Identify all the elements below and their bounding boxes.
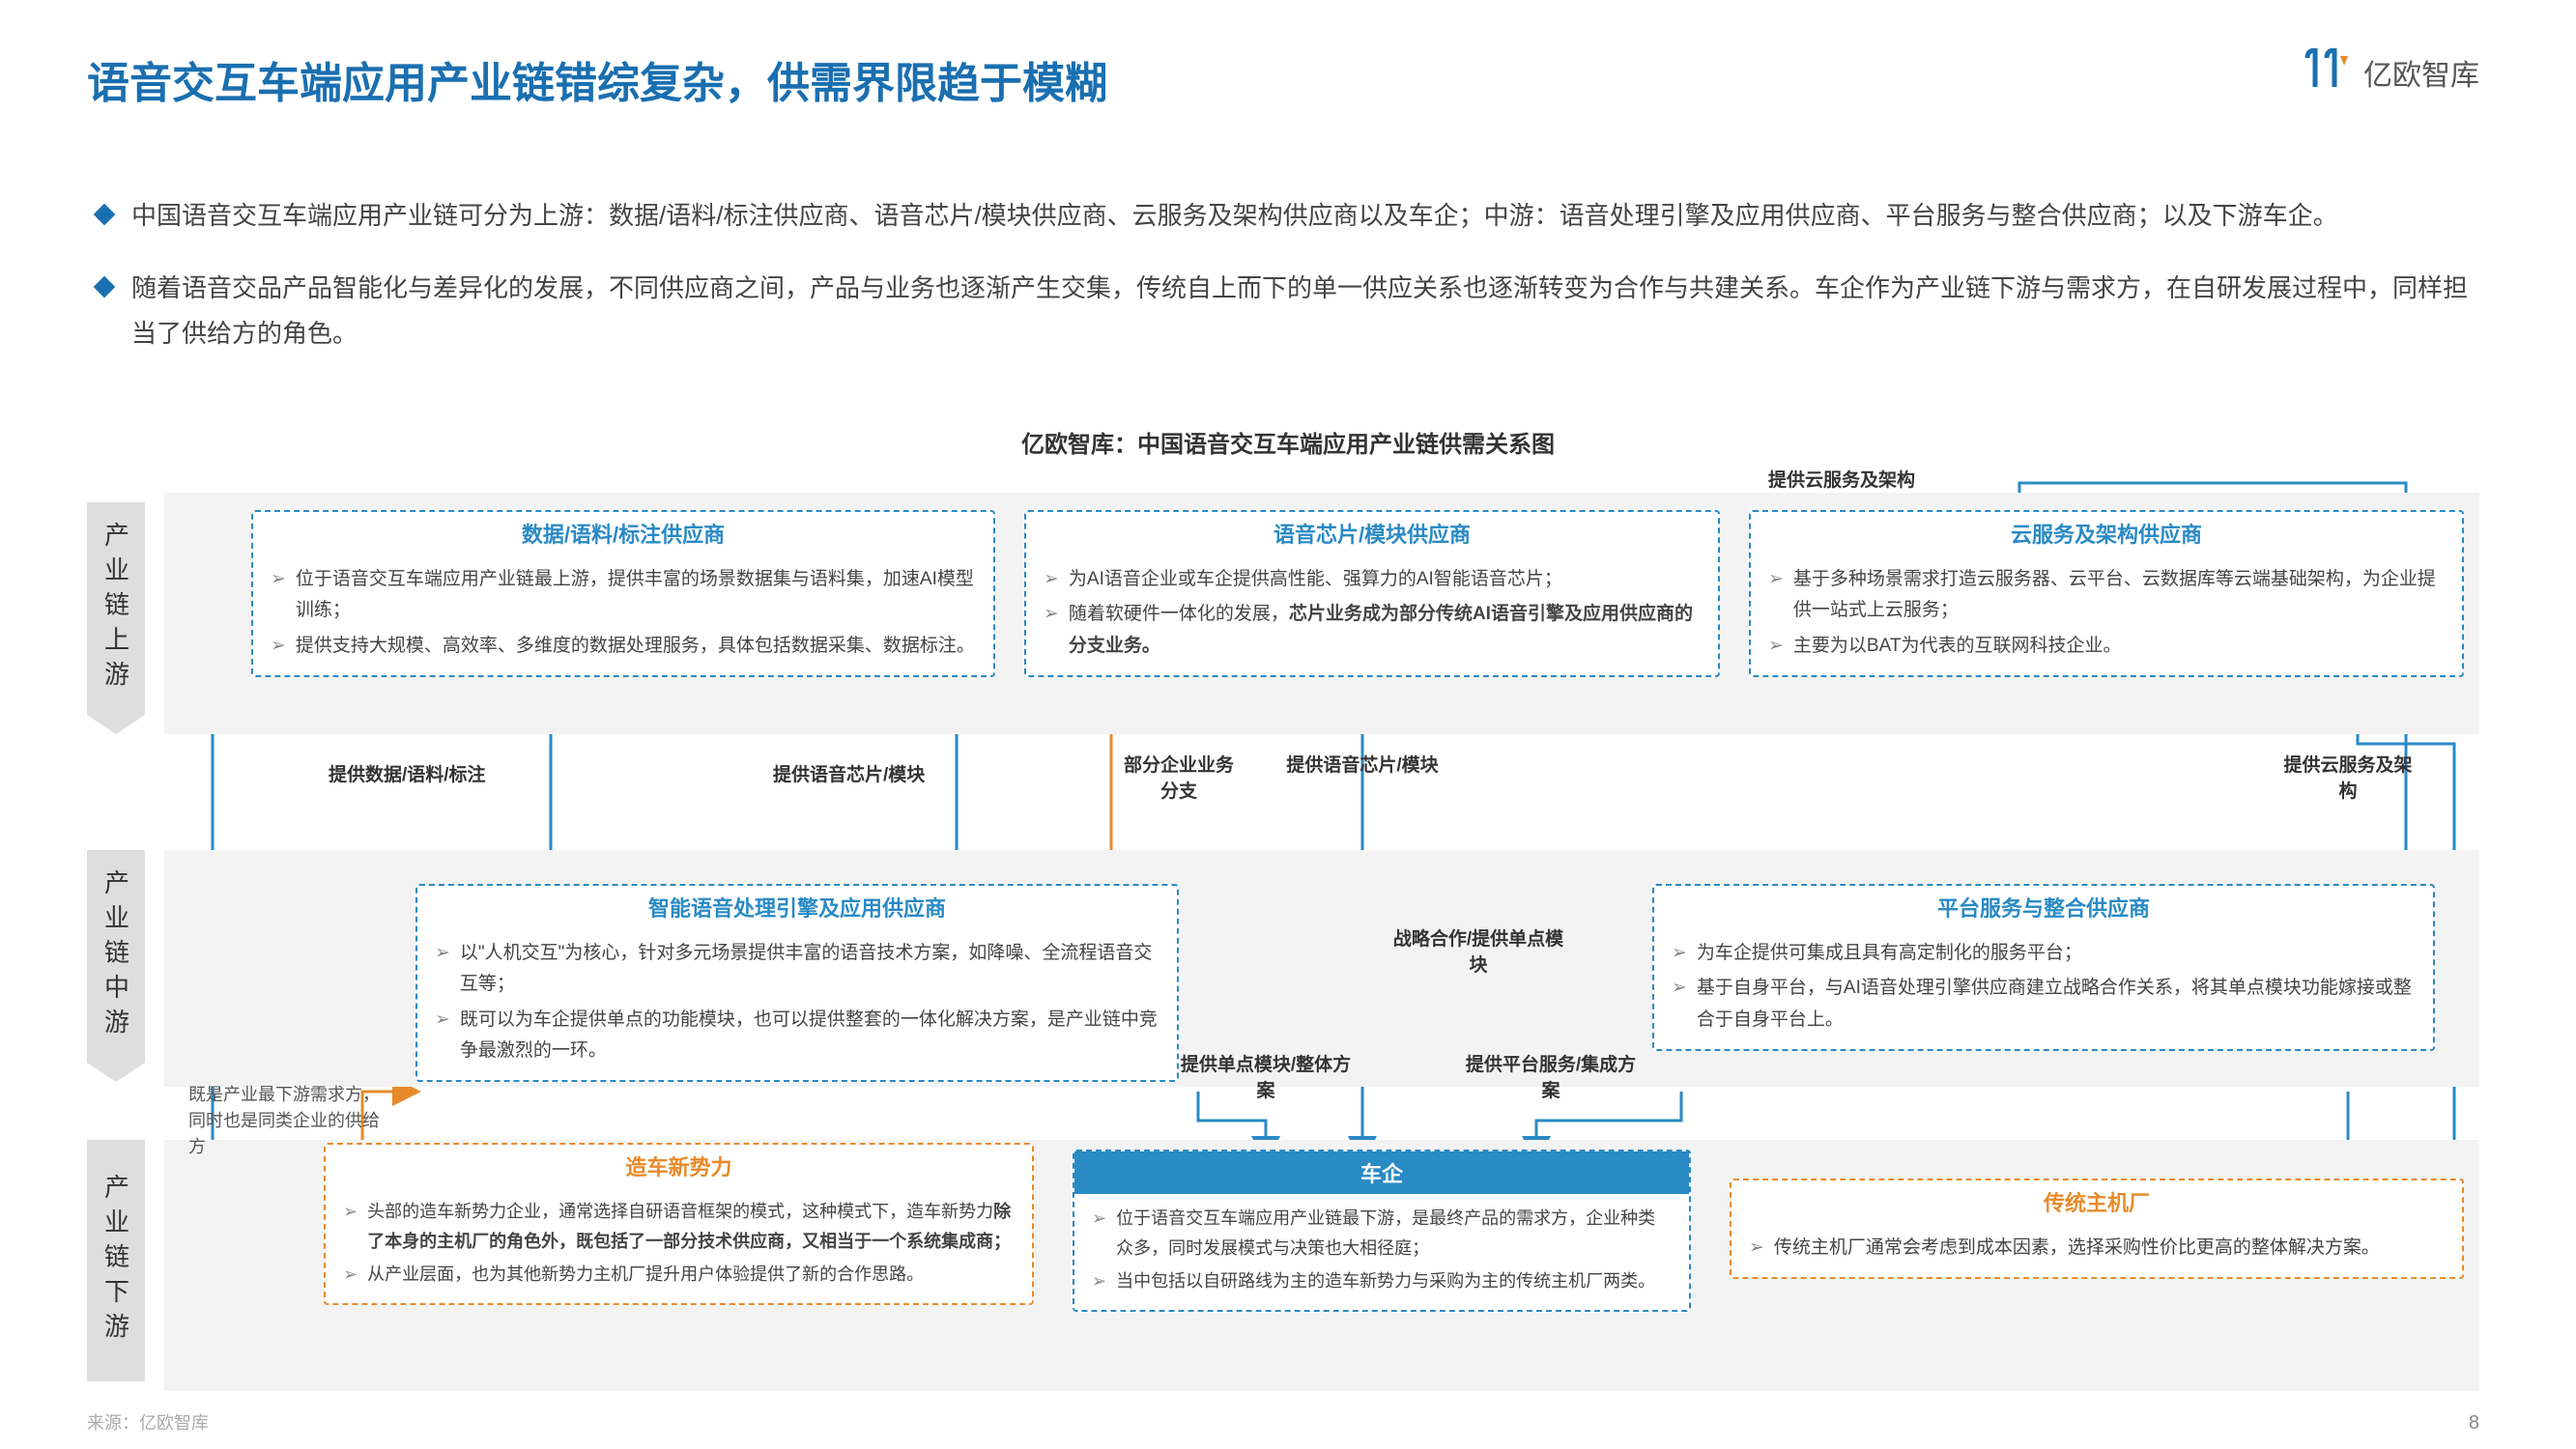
edge-label: 提供数据/语料/标注 — [329, 763, 486, 789]
edge-label: 提供云服务及架构 — [1768, 469, 1915, 495]
diamond-icon — [94, 204, 116, 226]
chart-title: 亿欧智库：中国语音交互车端应用产业链供需关系图 — [0, 425, 2576, 459]
box-item: 位于语音交互车端应用产业链最下游，是最终产品的需求方，企业种类众多，同时发展模式… — [1116, 1204, 1672, 1263]
box-body: ➢为AI语音企业或车企提供高性能、强算力的AI智能语音芯片； ➢随着软硬件一体化… — [1026, 554, 1718, 675]
box-item: 当中包括以自研路线为主的造车新势力与采购为主的传统主机厂两类。 — [1116, 1266, 1655, 1296]
box-item: 位于语音交互车端应用产业链最上游，提供丰富的场景数据集与语料集，加速AI模型训练… — [296, 564, 976, 627]
box-car-enterprise: 车企 ➢位于语音交互车端应用产业链最下游，是最终产品的需求方，企业种类众多，同时… — [1073, 1150, 1691, 1312]
box-item: 基于自身平台，与AI语音处理引擎供应商建立战略合作关系，将其单点模块功能嫁接或整… — [1697, 973, 2416, 1036]
page-title: 语音交互车端应用产业链错综复杂，供需界限趋于模糊 — [87, 48, 1107, 110]
box-item: 既可以为车企提供单点的功能模块，也可以提供整套的一体化解决方案，是产业链中竞争最… — [460, 1005, 1159, 1067]
box-new-force: 造车新势力 ➢头部的造车新势力企业，通常选择自研语音框架的模式，这种模式下，造车… — [324, 1143, 1034, 1305]
box-item: 为AI语音企业或车企提供高性能、强算力的AI智能语音芯片； — [1069, 564, 1562, 595]
box-item: 主要为以BAT为代表的互联网科技企业。 — [1793, 631, 2122, 662]
box-item: 基于多种场景需求打造云服务器、云平台、云数据库等云端基础架构，为企业提供一站式上… — [1793, 564, 2445, 627]
box-item: 随着软硬件一体化的发展，芯片业务成为部分传统AI语音引擎及应用供应商的分支业务。 — [1069, 599, 1701, 662]
box-header: 云服务及架构供应商 — [1751, 512, 2462, 554]
page-number: 8 — [2469, 1412, 2479, 1435]
box-traditional-oem: 传统主机厂 ➢传统主机厂通常会考虑到成本因素，选择采购性价比更高的整体解决方案。 — [1730, 1179, 2464, 1279]
box-data-supplier: 数据/语料/标注供应商 ➢位于语音交互车端应用产业链最上游，提供丰富的场景数据集… — [251, 510, 995, 677]
box-engine-supplier: 智能语音处理引擎及应用供应商 ➢以"人机交互"为核心，针对多元场景提供丰富的语音… — [415, 884, 1179, 1082]
bullet-text: 中国语音交互车端应用产业链可分为上游：数据/语料/标注供应商、语音芯片/模块供应… — [131, 193, 2479, 239]
edge-label: 提供平台服务/集成方案 — [1464, 1053, 1638, 1104]
side-label-downstream: 产业链下游 — [87, 1140, 145, 1381]
side-arrow — [87, 1063, 145, 1082]
box-header: 数据/语料/标注供应商 — [253, 512, 993, 554]
source-label: 来源：亿欧智库 — [87, 1409, 209, 1435]
box-item: 提供支持大规模、高效率、多维度的数据处理服务，具体包括数据采集、数据标注。 — [296, 631, 975, 662]
brand-logo: 亿欧智库 — [2298, 48, 2479, 97]
box-body: ➢位于语音交互车端应用产业链最上游，提供丰富的场景数据集与语料集，加速AI模型训… — [253, 554, 993, 675]
box-header: 智能语音处理引擎及应用供应商 — [417, 886, 1177, 928]
box-item: 从产业层面，也为其他新势力主机厂提升用户体验提供了新的合作思路。 — [367, 1260, 924, 1290]
edge-label: 提供云服务及架构 — [2280, 753, 2416, 805]
side-note: 既是产业最下游需求方，同时也是同类企业的供给方 — [188, 1082, 382, 1160]
box-header: 平台服务与整合供应商 — [1654, 886, 2433, 928]
bullet-item: 随着语音交品产品智能化与差异化的发展，不同供应商之间，产品与业务也逐渐产生交集，… — [97, 266, 2479, 356]
box-header: 车企 — [1074, 1151, 1689, 1194]
box-body: ➢头部的造车新势力企业，通常选择自研语音框架的模式，这种模式下，造车新势力除了本… — [326, 1187, 1032, 1303]
box-cloud-supplier: 云服务及架构供应商 ➢基于多种场景需求打造云服务器、云平台、云数据库等云端基础架… — [1749, 510, 2464, 677]
edge-label: 提供语音芯片/模块 — [773, 763, 925, 789]
box-item: 头部的造车新势力企业，通常选择自研语音框架的模式，这种模式下，造车新势力除了本身… — [367, 1197, 1015, 1256]
box-item: 以"人机交互"为核心，针对多元场景提供丰富的语音技术方案，如降噪、全流程语音交互… — [460, 938, 1159, 1001]
logo-text: 亿欧智库 — [2363, 51, 2479, 94]
edge-label: 战略合作/提供单点模块 — [1391, 927, 1565, 979]
bullet-list: 中国语音交互车端应用产业链可分为上游：数据/语料/标注供应商、语音芯片/模块供应… — [97, 193, 2479, 383]
edge-label: 提供单点模块/整体方案 — [1179, 1053, 1353, 1104]
box-body: ➢传统主机厂通常会考虑到成本因素，选择采购性价比更高的整体解决方案。 — [1732, 1223, 2462, 1277]
industry-chain-diagram: 产业链上游 产业链中游 产业链下游 数据/语料/标注供应商 ➢位于语音交互车端应… — [87, 464, 2479, 1410]
bullet-item: 中国语音交互车端应用产业链可分为上游：数据/语料/标注供应商、语音芯片/模块供应… — [97, 193, 2479, 239]
box-body: ➢为车企提供可集成且具有高定制化的服务平台； ➢基于自身平台，与AI语音处理引擎… — [1654, 928, 2433, 1049]
box-platform-supplier: 平台服务与整合供应商 ➢为车企提供可集成且具有高定制化的服务平台； ➢基于自身平… — [1652, 884, 2435, 1051]
diamond-icon — [94, 275, 116, 298]
box-item: 为车企提供可集成且具有高定制化的服务平台； — [1697, 938, 2082, 969]
side-arrow — [87, 715, 145, 734]
logo-icon — [2298, 48, 2356, 97]
side-label-midstream: 产业链中游 — [87, 850, 145, 1063]
side-label-upstream: 产业链上游 — [87, 502, 145, 715]
box-body: ➢位于语音交互车端应用产业链最下游，是最终产品的需求方，企业种类众多，同时发展模… — [1074, 1194, 1689, 1310]
box-header: 造车新势力 — [326, 1145, 1032, 1187]
edge-label: 部分企业业务分支 — [1121, 753, 1237, 805]
box-header: 传统主机厂 — [1732, 1180, 2462, 1223]
edge-label: 提供语音芯片/模块 — [1285, 753, 1440, 780]
box-chip-supplier: 语音芯片/模块供应商 ➢为AI语音企业或车企提供高性能、强算力的AI智能语音芯片… — [1024, 510, 1720, 677]
box-body: ➢以"人机交互"为核心，针对多元场景提供丰富的语音技术方案，如降噪、全流程语音交… — [417, 928, 1177, 1080]
bullet-text: 随着语音交品产品智能化与差异化的发展，不同供应商之间，产品与业务也逐渐产生交集，… — [131, 266, 2479, 356]
box-header: 语音芯片/模块供应商 — [1026, 512, 1718, 554]
box-item: 传统主机厂通常会考虑到成本因素，选择采购性价比更高的整体解决方案。 — [1774, 1233, 2380, 1264]
box-body: ➢基于多种场景需求打造云服务器、云平台、云数据库等云端基础架构，为企业提供一站式… — [1751, 554, 2462, 675]
